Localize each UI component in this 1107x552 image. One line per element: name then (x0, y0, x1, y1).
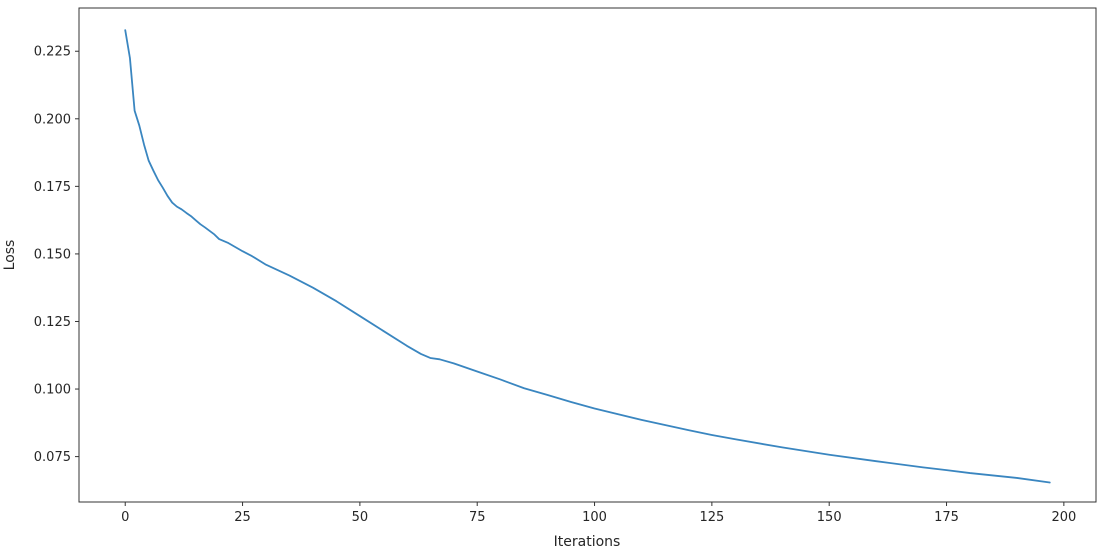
x-tick-label: 25 (234, 510, 251, 525)
y-tick-label: 0.125 (34, 315, 71, 330)
loss-line (124, 29, 1051, 484)
x-tick-label: 175 (934, 510, 959, 525)
x-tick-label: 125 (699, 510, 724, 525)
x-tick-label: 150 (817, 510, 842, 525)
plot-frame (78, 7, 1097, 503)
x-tick-label: 75 (469, 510, 486, 525)
x-tick-label: 100 (582, 510, 607, 525)
y-axis: 0.075 0.100 0.125 0.150 0.175 0.200 0.225 (34, 45, 79, 465)
y-tick-label: 0.150 (34, 247, 71, 262)
y-tick-label: 0.175 (34, 180, 71, 195)
y-tick-label: 0.100 (34, 383, 71, 398)
y-tick-label: 0.225 (34, 45, 71, 60)
plot-series (124, 29, 1051, 484)
y-tick-label: 0.075 (34, 450, 71, 465)
x-tick-label: 200 (1051, 510, 1076, 525)
x-tick-label: 0 (121, 510, 129, 525)
y-tick-label: 0.200 (34, 112, 71, 127)
x-axis: 0 25 50 75 100 125 150 175 200 (121, 502, 1076, 525)
y-axis-label: Loss (2, 240, 18, 271)
x-tick-label: 50 (352, 510, 369, 525)
x-axis-label: Iterations (554, 534, 621, 550)
